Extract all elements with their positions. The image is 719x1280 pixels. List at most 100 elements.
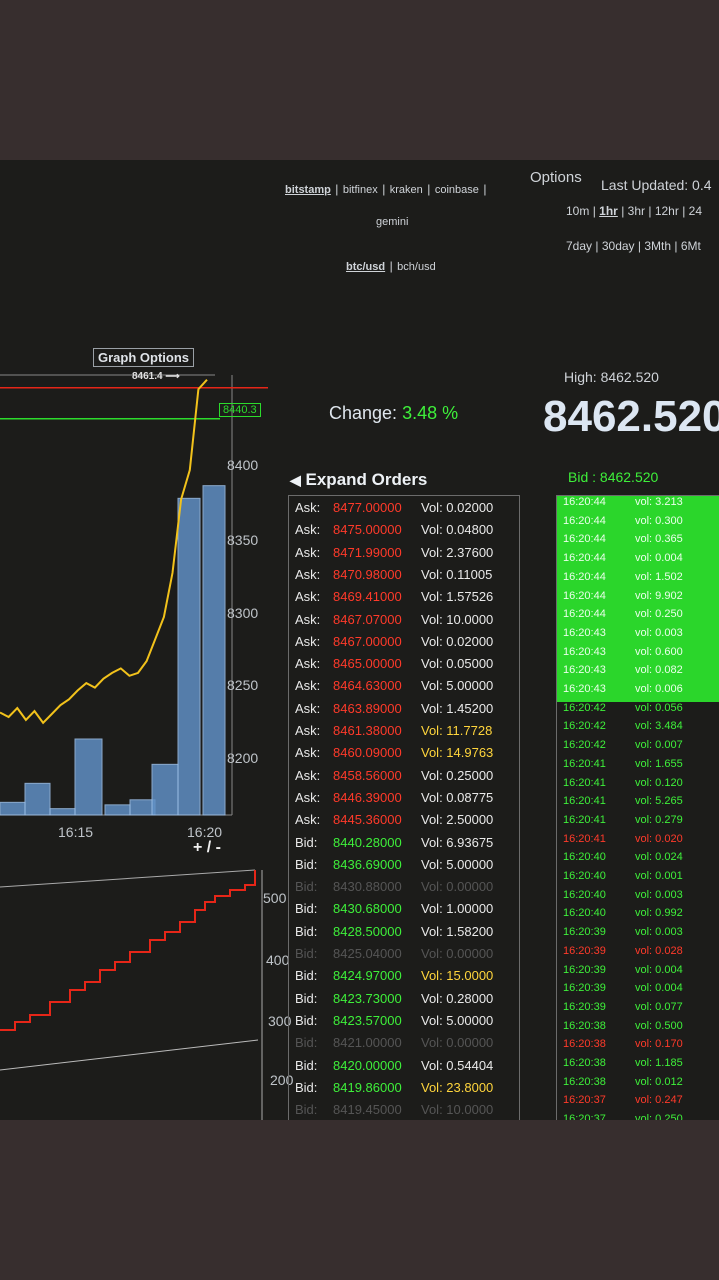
trade-vol: vol: 1.655 [635, 757, 683, 770]
trade-time: 16:20:39 [563, 963, 606, 976]
order-type: Ask: [295, 522, 321, 538]
order-vol: Vol: 10.0000 [421, 1102, 494, 1118]
pair-bch-usd[interactable]: bch/usd [397, 261, 436, 273]
order-row[interactable]: Bid: 8430.68000 Vol: 1.00000 [295, 901, 493, 923]
order-row[interactable]: Ask: 8475.00000 Vol: 0.04800 [295, 522, 493, 544]
order-row[interactable]: Bid: 8425.04000 Vol: 0.00000 [295, 946, 493, 968]
order-row[interactable]: Ask: 8465.00000 Vol: 0.05000 [295, 656, 493, 678]
order-row[interactable]: Ask: 8469.41000 Vol: 1.57526 [295, 589, 493, 611]
tab-separator: | [483, 182, 487, 196]
exchange-gemini[interactable]: gemini [376, 216, 409, 228]
trade-vol: vol: 0.300 [635, 514, 683, 527]
trade-row: 16:20:44 vol: 0.250 [557, 608, 719, 628]
order-book: Ask: 8477.00000 Vol: 0.02000 Ask: 8475.00000… [288, 495, 520, 1120]
reference-lines [0, 386, 268, 420]
order-vol: Vol: 0.02000 [421, 633, 494, 649]
trade-time: 16:20:43 [563, 645, 606, 658]
order-type: Bid: [295, 968, 318, 984]
order-row[interactable]: Ask: 8467.07000 Vol: 10.0000 [295, 612, 493, 634]
expand-orders-button[interactable]: ◀ Expand Orders [290, 470, 427, 490]
order-row[interactable]: Bid: 8428.50000 Vol: 1.58200 [295, 924, 493, 946]
trade-vol: vol: 9.902 [635, 589, 683, 602]
order-row[interactable]: Ask: 8471.99000 Vol: 2.37600 [295, 545, 493, 567]
exchange-bitstamp[interactable]: bitstamp [285, 184, 331, 196]
high-price: High: 8462.520 [564, 369, 659, 385]
order-type: Ask: [295, 544, 321, 560]
price-line [0, 379, 208, 725]
depth-curve [0, 870, 256, 1031]
timeframe-3hr[interactable]: 3hr [627, 204, 645, 218]
trade-row: 16:20:41 vol: 0.020 [557, 833, 719, 852]
order-row[interactable]: Ask: 8458.56000 Vol: 0.25000 [295, 768, 493, 790]
expand-orders-label: Expand Orders [305, 470, 428, 489]
zoom-button[interactable]: + / - [193, 839, 222, 856]
order-row[interactable]: Ask: 8467.00000 Vol: 0.02000 [295, 634, 493, 656]
order-row[interactable]: Ask: 8445.36000 Vol: 2.50000 [295, 812, 493, 834]
order-row[interactable]: Bid: 8419.86000 Vol: 23.8000 [295, 1080, 493, 1102]
tab-separator: | [648, 204, 652, 218]
order-row[interactable]: Bid: 8430.88000 Vol: 0.00000 [295, 879, 493, 901]
price-axis: 8400 8350 8300 8250 8200 [227, 457, 258, 766]
pair-tabs: btc/usd | bch/usd [346, 257, 436, 275]
trade-vol: vol: 0.170 [635, 1038, 683, 1051]
exchange-bitfinex[interactable]: bitfinex [342, 184, 378, 196]
trade-row: 16:20:44 vol: 3.213 [557, 496, 719, 515]
depth-tick-label: 200 [270, 1072, 294, 1088]
timeframe-7day[interactable]: 7day [566, 239, 593, 253]
order-row[interactable]: Bid: 8440.28000 Vol: 6.93675 [295, 835, 493, 857]
depth-chart [0, 869, 263, 1120]
timeframe-24[interactable]: 24 [688, 204, 703, 218]
trade-vol: vol: 0.250 [635, 608, 683, 621]
order-row[interactable]: Ask: 8470.98000 Vol: 0.11005 [295, 567, 492, 589]
order-type: Bid: [295, 923, 318, 939]
order-row[interactable]: Ask: 8460.09000 Vol: 14.9763 [295, 745, 493, 767]
order-row[interactable]: Bid: 8424.97000 Vol: 15.0000 [295, 968, 493, 990]
order-price: 8464.63000 [333, 678, 402, 694]
timeframe-30day[interactable]: 30day [601, 239, 635, 253]
order-row[interactable]: Bid: 8419.45000 Vol: 10.0000 [295, 1102, 493, 1120]
order-row[interactable]: Bid: 8421.00000 Vol: 0.00000 [295, 1035, 493, 1057]
timeframe-1hr[interactable]: 1hr [599, 204, 618, 218]
depth-baseline [0, 1039, 259, 1071]
order-row[interactable]: Ask: 8463.89000 Vol: 1.45200 [295, 701, 493, 723]
exchange-kraken[interactable]: kraken [389, 184, 423, 196]
timeframe-12hr[interactable]: 12hr [654, 204, 679, 218]
exchange-coinbase[interactable]: coinbase [434, 184, 479, 196]
trade-time: 16:20:42 [563, 720, 606, 733]
order-type: Ask: [295, 767, 321, 783]
order-vol: Vol: 5.00000 [421, 678, 494, 694]
trade-vol: vol: 0.600 [635, 645, 683, 658]
order-type: Ask: [295, 723, 321, 738]
order-row[interactable]: Bid: 8420.00000 Vol: 0.54404 [295, 1058, 493, 1080]
order-row[interactable]: Bid: 8436.69000 Vol: 5.00000 [295, 857, 493, 879]
order-vol: Vol: 15.0000 [421, 968, 494, 984]
order-row[interactable]: Bid: 8423.57000 Vol: 5.00000 [295, 1013, 493, 1035]
options-label[interactable]: Options [530, 169, 582, 186]
order-type: Bid: [295, 990, 318, 1006]
price-tick-label: 8350 [227, 532, 258, 548]
order-row[interactable]: Ask: 8446.39000 Vol: 0.08775 [295, 790, 493, 812]
order-row[interactable]: Ask: 8464.63000 Vol: 5.00000 [295, 678, 493, 700]
trade-time: 16:20:43 [563, 683, 606, 695]
order-row[interactable]: Ask: 8461.38000 Vol: 11.7728 [295, 723, 492, 745]
order-row[interactable]: Bid: 8423.73000 Vol: 0.28000 [295, 991, 493, 1013]
trade-row: 16:20:39 vol: 0.028 [557, 945, 719, 964]
timeframe-10m[interactable]: 10m [566, 204, 590, 218]
trade-time: 16:20:44 [563, 589, 606, 602]
time-tick-label: 16:15 [58, 824, 93, 840]
timeframe-3mth[interactable]: 3Mth [644, 239, 672, 253]
order-price: 8458.56000 [333, 767, 402, 783]
order-price: 8419.45000 [333, 1102, 402, 1118]
price-chart: 8400 8350 8300 8250 8200 16:15 16:20 500 400 30… [0, 374, 294, 1120]
order-row[interactable]: Ask: 8477.00000 Vol: 0.02000 [295, 500, 493, 522]
trade-vol: vol: 0.004 [635, 963, 683, 976]
depth-tick-label: 500 [263, 890, 287, 906]
trade-time: 16:20:44 [563, 608, 606, 621]
trade-vol: vol: 0.120 [635, 776, 683, 789]
tab-separator: | [427, 182, 431, 196]
order-type: Ask: [295, 745, 321, 761]
pair-btc-usd[interactable]: btc/usd [346, 261, 386, 273]
timeframe-6mt[interactable]: 6Mt [680, 239, 701, 253]
trade-time: 16:20:39 [563, 1000, 606, 1013]
graph-options-button[interactable]: Graph Options [93, 348, 194, 367]
